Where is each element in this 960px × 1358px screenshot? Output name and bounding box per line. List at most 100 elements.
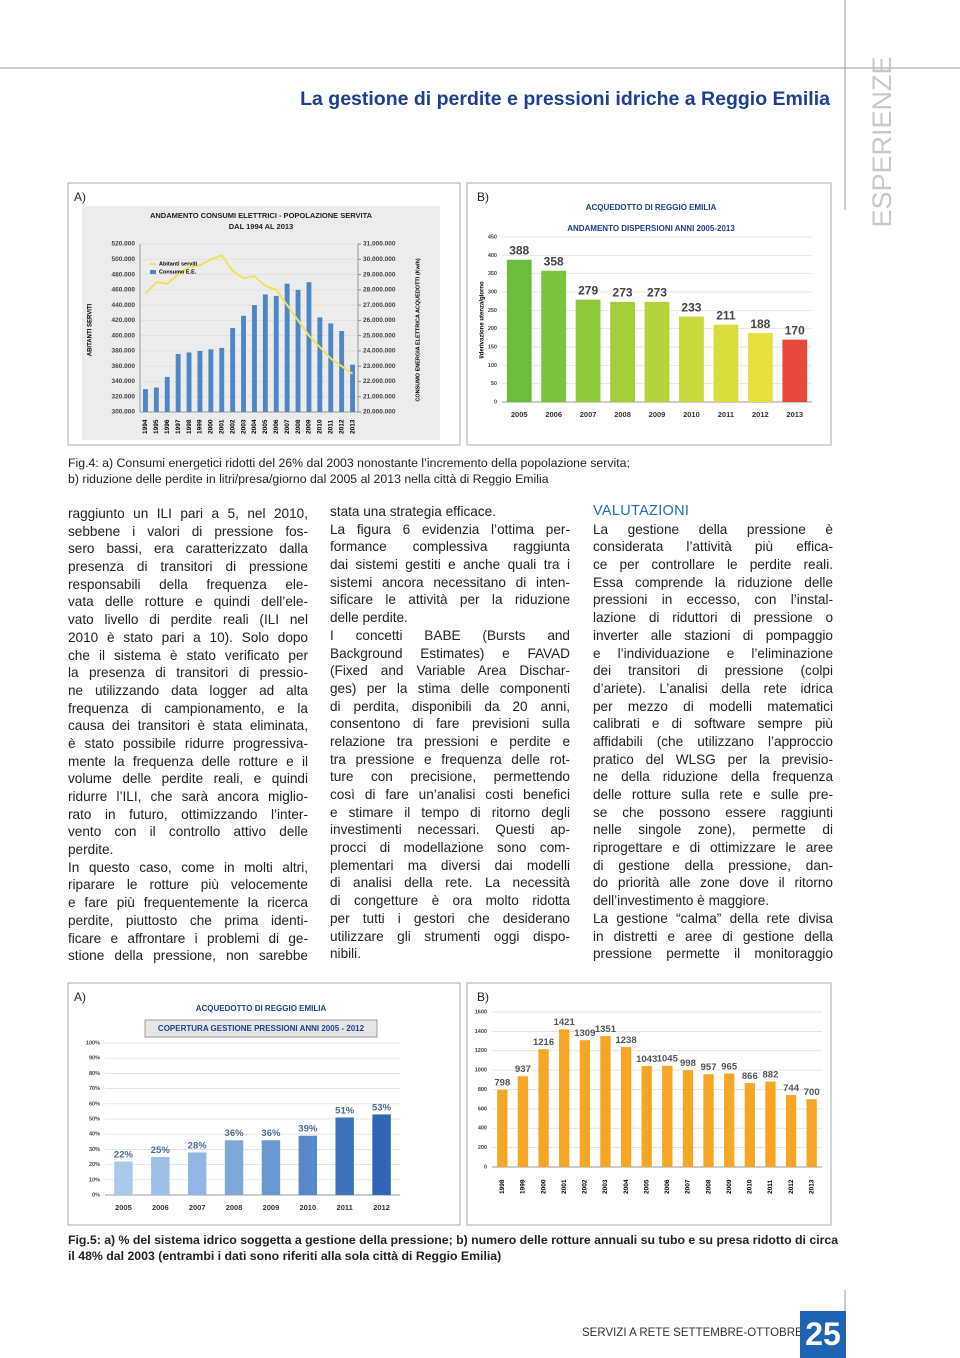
y2-tick-label: 28.000.000	[363, 287, 396, 294]
x-tick-label: 1998	[499, 1179, 506, 1194]
bar	[517, 1076, 529, 1167]
y-tick-label: 400.000	[112, 332, 136, 339]
y2-tick-label: 30.000.000	[363, 256, 396, 263]
magazine: SERVIZI A RETE SETTEMBRE-OTTOBRE 2014	[582, 1327, 832, 1339]
y-tick-label: 0	[494, 399, 497, 405]
text-line: riparare le rotture più velocemente	[68, 877, 308, 893]
y-tick-label: 800	[478, 1087, 487, 1093]
bar	[350, 364, 356, 412]
y-tick-label: 0	[484, 1164, 487, 1170]
y2-tick-label: 21.000.000	[363, 393, 396, 400]
text-line: ridurre l’ILI, che sarà ancora miglio-	[68, 789, 308, 804]
bar	[197, 350, 203, 412]
text-line: così di fare un’analisi costi benefici	[330, 787, 570, 802]
text-line: La gestione della pressione è	[593, 521, 833, 537]
data-label: 1309	[574, 1028, 595, 1039]
figure-caption: Fig.4: a) Consumi energetici ridotti del…	[68, 456, 630, 470]
data-label: 1351	[595, 1024, 617, 1035]
bar	[372, 1114, 391, 1195]
text-line: lazione di riduttori di pressione o	[593, 610, 833, 626]
x-tick-label: 2010	[747, 1179, 754, 1194]
x-tick-label: 2009	[649, 410, 666, 419]
text-line: di gestione della pressione, dan-	[593, 857, 833, 873]
text-line: pressioni in eccesso, con l’instal-	[593, 592, 833, 608]
data-label: 700	[804, 1087, 820, 1098]
y-tick-label: 200	[488, 326, 497, 332]
text-line: la presenza di transitori di pressio-	[68, 665, 308, 681]
x-tick-label: 2011	[718, 410, 734, 419]
bar	[506, 259, 532, 402]
bar	[241, 315, 247, 412]
bar	[559, 1029, 570, 1167]
panel-label: A)	[74, 990, 86, 1004]
x-tick-label: 2006	[545, 410, 562, 419]
bar	[744, 1083, 755, 1167]
bar	[703, 1074, 714, 1167]
data-label: 1043	[636, 1054, 657, 1065]
y2-tick-label: 25.000.000	[363, 332, 396, 339]
bar	[579, 1040, 590, 1167]
text-line: nelle singole zone), permette di	[593, 822, 833, 838]
x-tick-label: 2008	[295, 419, 302, 434]
data-label: 273	[647, 286, 667, 300]
y2-tick-label: 22.000.000	[363, 378, 396, 385]
data-label: 1238	[615, 1035, 636, 1046]
x-tick-label: 2008	[614, 410, 631, 419]
data-label: 1216	[533, 1037, 554, 1048]
x-tick-label: 1999	[520, 1179, 527, 1194]
text-line: pratico del WLSG per la previsio-	[593, 751, 833, 767]
y-tick-label: 520.000	[112, 241, 136, 248]
data-label: 937	[515, 1064, 531, 1075]
data-label: 744	[783, 1083, 800, 1094]
x-tick-label: 2004	[251, 419, 258, 434]
text-line: plementari ma diversi dai modelli	[330, 857, 570, 873]
data-label: 22%	[114, 1149, 134, 1160]
data-label: 188	[750, 317, 770, 331]
x-tick-label: 1996	[164, 419, 171, 434]
y2-tick-label: 20.000.000	[363, 409, 396, 416]
figure-caption: il 48% dal 2003 (entrambi i dati sono ri…	[68, 1249, 502, 1263]
bar	[298, 1135, 318, 1195]
y-tick-label: 600	[478, 1106, 487, 1112]
figure-caption: Fig.5: a) % del sistema idrico soggetta …	[68, 1233, 839, 1247]
text-column: stata una strategia efficace. La figura 6…	[330, 503, 570, 963]
text-line: ne utilizzando data logger ad alta	[68, 682, 308, 698]
line-series	[144, 254, 354, 375]
bar	[224, 1140, 244, 1195]
x-tick-label: 2007	[189, 1203, 206, 1212]
x-tick-label: 2011	[767, 1180, 774, 1194]
text-line: perdite, piuttosto che prima identi-	[68, 912, 308, 928]
y-tick-label: 20%	[89, 1162, 100, 1168]
data-label: 358	[544, 255, 564, 269]
text-line: vato livello di perdite reali (ILI nel	[68, 612, 308, 628]
x-tick-label: 2012	[788, 1179, 795, 1194]
legend-label: Abitanti serviti	[159, 261, 198, 267]
text-line: stione della pressione, non sarebbe	[68, 948, 308, 964]
text-line: perdite.	[68, 842, 114, 858]
x-tick-label: 2001	[218, 419, 225, 434]
bar	[164, 376, 170, 412]
bar	[230, 328, 236, 412]
bar	[153, 387, 159, 412]
text-line: causa dei transitori è stata eliminata,	[68, 718, 308, 734]
subtitle-box	[144, 1019, 378, 1038]
legend-label: Consumo E.E.	[159, 269, 197, 275]
text-line: e stimare il tempo di ritorno degli	[330, 804, 570, 820]
x-tick-label: 2011	[337, 1203, 353, 1212]
chart-subtitle: DAL 1994 AL 2013	[229, 222, 293, 231]
text-line: relazione tra pressioni e perdite e	[330, 733, 570, 749]
text-line: utilizzare gli strumenti oggi dispo-	[330, 928, 570, 944]
y2-tick-label: 31.000.000	[363, 241, 396, 248]
y-tick-label: 80%	[89, 1071, 100, 1077]
text-line: vento con il controllo attivo delle	[68, 824, 308, 840]
x-tick-label: 2001	[561, 1179, 568, 1194]
section-heading: VALUTAZIONI	[593, 503, 690, 519]
text-line: In questo caso, come in molti altri,	[68, 859, 308, 875]
x-tick-label: 1998	[186, 419, 193, 434]
section-label: ESPERIENZE	[867, 56, 897, 227]
y-tick-label: 300	[488, 289, 497, 295]
bar	[765, 1081, 776, 1167]
bar	[644, 301, 670, 402]
